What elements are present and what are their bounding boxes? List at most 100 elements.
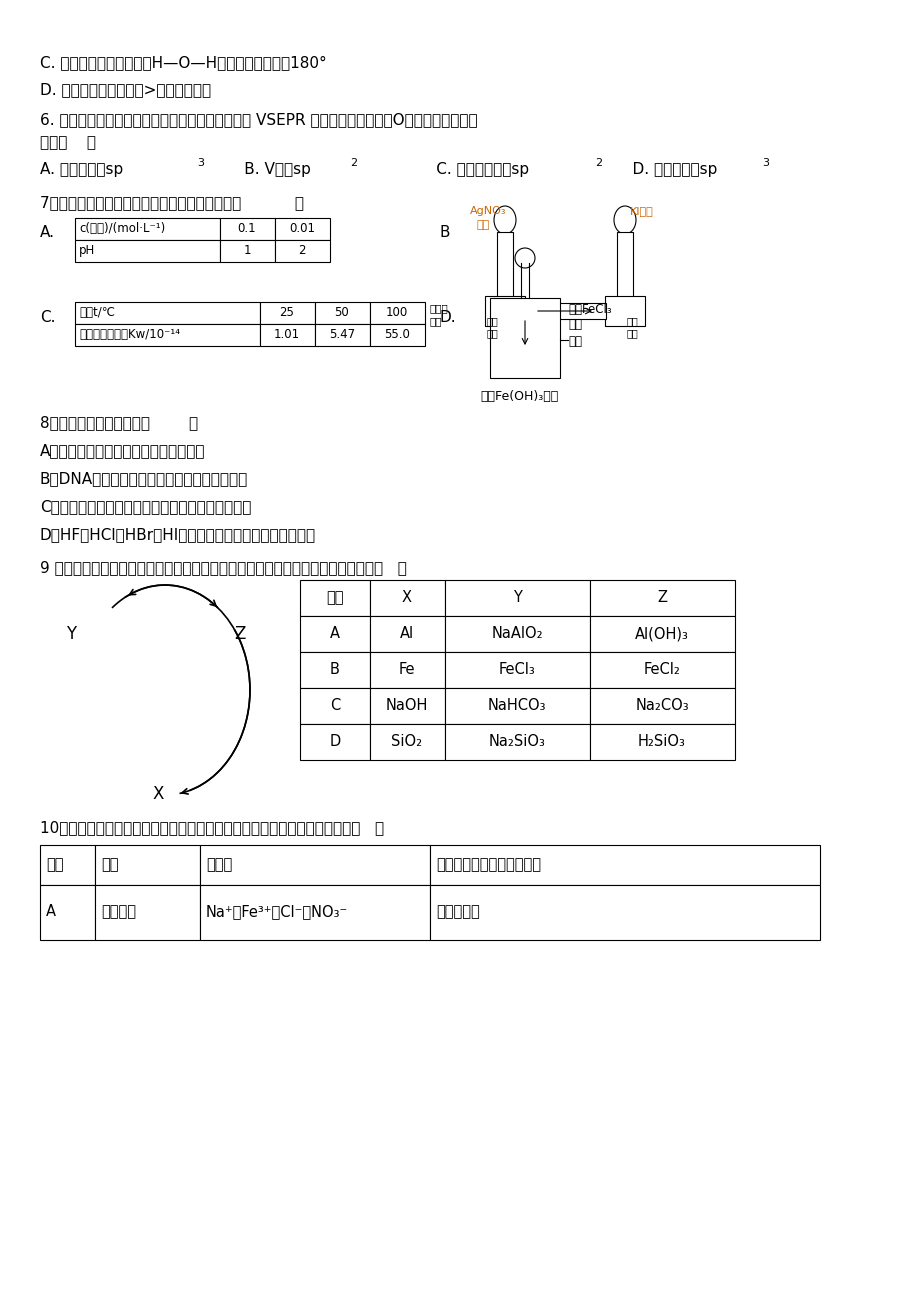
Text: 别是（    ）: 别是（ ） xyxy=(40,135,96,150)
Text: 55.0: 55.0 xyxy=(383,328,410,341)
Bar xyxy=(445,724,589,760)
Text: 白色: 白色 xyxy=(486,316,498,326)
Bar xyxy=(429,885,819,940)
Text: B: B xyxy=(330,663,339,677)
Bar xyxy=(429,845,819,885)
Bar xyxy=(589,652,734,687)
Text: 滴加氨水: 滴加氨水 xyxy=(101,905,136,919)
Text: 25: 25 xyxy=(279,306,294,319)
Text: X: X xyxy=(153,785,165,803)
Bar xyxy=(199,845,429,885)
Text: FeCl₂: FeCl₂ xyxy=(643,663,680,677)
Bar xyxy=(199,885,429,940)
Bar xyxy=(445,579,589,616)
Text: NaHCO₃: NaHCO₃ xyxy=(487,698,546,713)
Bar xyxy=(314,324,369,346)
Bar xyxy=(369,324,425,346)
Text: pH: pH xyxy=(79,243,96,256)
Text: A.: A. xyxy=(40,225,55,240)
Text: 饱和FeCl₃: 饱和FeCl₃ xyxy=(567,303,611,316)
Text: 选项: 选项 xyxy=(326,591,344,605)
Bar xyxy=(260,324,314,346)
Text: C: C xyxy=(330,698,340,713)
Text: D: D xyxy=(329,734,340,750)
Text: A. 四面体形、sp: A. 四面体形、sp xyxy=(40,161,123,177)
Text: 50: 50 xyxy=(335,306,349,319)
Text: 制备Fe(OH)₃胶体: 制备Fe(OH)₃胶体 xyxy=(480,391,558,404)
Bar xyxy=(95,845,199,885)
Bar xyxy=(524,303,606,319)
Bar xyxy=(260,302,314,324)
Bar xyxy=(75,324,260,346)
Text: 1.01: 1.01 xyxy=(274,328,300,341)
Bar xyxy=(490,298,560,378)
Bar xyxy=(300,652,369,687)
Text: 黄色: 黄色 xyxy=(627,316,638,326)
Text: 100: 100 xyxy=(385,306,408,319)
Text: Fe: Fe xyxy=(398,663,414,677)
Text: 6. 水是动物生命活动的必需物质，请判断水分子的 VSEPR 模型名称和中心原子O采取的杂化方式分: 6. 水是动物生命活动的必需物质，请判断水分子的 VSEPR 模型名称和中心原子… xyxy=(40,112,477,128)
Text: Na₂CO₃: Na₂CO₃ xyxy=(634,698,688,713)
Bar xyxy=(40,845,95,885)
Text: 7．下列实验事实不能用平衡移动原理解释的是（           ）: 7．下列实验事实不能用平衡移动原理解释的是（ ） xyxy=(40,195,303,210)
Text: Z: Z xyxy=(233,625,245,643)
Text: A．水结成冰体积膨胀与氢键的作用有关: A．水结成冰体积膨胀与氢键的作用有关 xyxy=(40,443,205,458)
Bar xyxy=(300,724,369,760)
Text: D.: D. xyxy=(439,310,456,326)
Text: 8．下列说法不正确的是（        ）: 8．下列说法不正确的是（ ） xyxy=(40,415,198,430)
Text: FeCl₃: FeCl₃ xyxy=(498,663,535,677)
Text: 水的离子积常数Kw/10⁻¹⁴: 水的离子积常数Kw/10⁻¹⁴ xyxy=(79,328,180,341)
Text: Al: Al xyxy=(400,626,414,642)
Text: 3: 3 xyxy=(761,158,768,168)
Bar xyxy=(589,579,734,616)
Text: 沉淀: 沉淀 xyxy=(627,328,638,339)
Ellipse shape xyxy=(515,247,535,268)
Text: 氯化钠: 氯化钠 xyxy=(429,303,448,312)
Text: 沸水: 沸水 xyxy=(567,335,582,348)
Text: 条件: 条件 xyxy=(101,858,119,872)
Bar xyxy=(75,240,220,262)
Text: C．纯硫酸是一种粘稠状液体与分子间存在氢键有关: C．纯硫酸是一种粘稠状液体与分子间存在氢键有关 xyxy=(40,499,251,514)
Text: C.: C. xyxy=(40,310,55,326)
Text: 溶液: 溶液 xyxy=(567,318,582,331)
Text: A: A xyxy=(330,626,340,642)
Text: NaOH: NaOH xyxy=(385,698,427,713)
Bar xyxy=(496,232,513,297)
Bar xyxy=(40,885,95,940)
Bar xyxy=(220,240,275,262)
Text: 溶液: 溶液 xyxy=(476,220,490,230)
Bar xyxy=(589,616,734,652)
Text: A: A xyxy=(46,905,56,919)
Bar xyxy=(314,302,369,324)
Text: D．HF、HCl、HBr、HI的熔点随相对分子质量增大而升高: D．HF、HCl、HBr、HI的熔点随相对分子质量增大而升高 xyxy=(40,527,316,542)
Bar xyxy=(95,885,199,940)
Bar xyxy=(75,302,260,324)
Text: B．DNA中的碱基互补配对是通过氢键来实现的: B．DNA中的碱基互补配对是通过氢键来实现的 xyxy=(40,471,248,486)
Bar xyxy=(369,616,445,652)
Text: Y: Y xyxy=(512,591,521,605)
Bar xyxy=(605,296,644,326)
Ellipse shape xyxy=(613,206,635,234)
Text: 2: 2 xyxy=(595,158,601,168)
Bar xyxy=(369,579,445,616)
Text: NaAlO₂: NaAlO₂ xyxy=(491,626,542,642)
Text: 10．下列离子组在给定条件下离子共存判断及反应的离子方程式均正确的是（   ）: 10．下列离子组在给定条件下离子共存判断及反应的离子方程式均正确的是（ ） xyxy=(40,820,384,835)
Bar xyxy=(369,724,445,760)
Bar xyxy=(275,217,330,240)
Bar xyxy=(300,616,369,652)
Text: Z: Z xyxy=(656,591,666,605)
Bar xyxy=(445,652,589,687)
Text: Y: Y xyxy=(66,625,76,643)
Text: c(盐酸)/(mol·L⁻¹): c(盐酸)/(mol·L⁻¹) xyxy=(79,223,165,234)
Text: C. 水分子的结构可表示为H—O—H，分子中的键角为180°: C. 水分子的结构可表示为H—O—H，分子中的键角为180° xyxy=(40,55,326,70)
Bar xyxy=(369,652,445,687)
Text: B: B xyxy=(439,225,450,240)
Text: 温度t/℃: 温度t/℃ xyxy=(79,306,115,319)
Text: 0.1: 0.1 xyxy=(237,223,256,234)
Text: 5.47: 5.47 xyxy=(329,328,355,341)
Text: 9 下列各组物质中，不满足下图物质间转化关系（物质间的反应均为一步转化）是（   ）: 9 下列各组物质中，不满足下图物质间转化关系（物质间的反应均为一步转化）是（ ） xyxy=(40,560,406,575)
Text: C. 平面三角形、sp: C. 平面三角形、sp xyxy=(368,161,528,177)
Text: 沉淀: 沉淀 xyxy=(486,328,498,339)
Bar xyxy=(300,579,369,616)
Text: 能大量共存: 能大量共存 xyxy=(436,905,479,919)
